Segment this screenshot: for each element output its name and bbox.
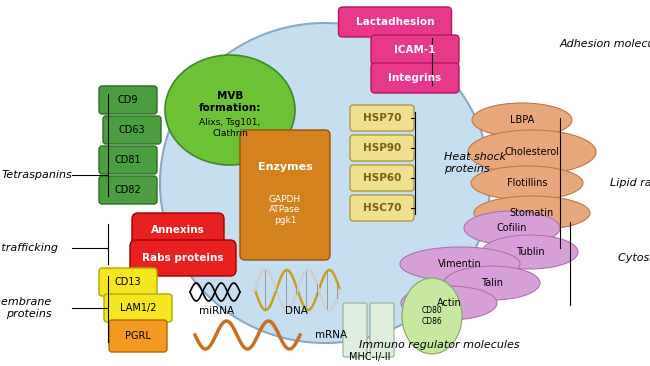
FancyBboxPatch shape xyxy=(99,146,157,174)
FancyBboxPatch shape xyxy=(370,303,394,357)
Text: mRNA: mRNA xyxy=(315,330,347,340)
Text: Adhesion molecules: Adhesion molecules xyxy=(560,39,650,49)
Text: Membrane trafficking: Membrane trafficking xyxy=(0,243,58,253)
FancyBboxPatch shape xyxy=(99,176,157,204)
Text: CD81: CD81 xyxy=(114,155,141,165)
Text: Cofilin: Cofilin xyxy=(497,223,527,233)
Text: CD82: CD82 xyxy=(114,185,142,195)
Text: MVB
formation:: MVB formation: xyxy=(199,91,261,113)
Text: MHC-I/-II: MHC-I/-II xyxy=(349,352,391,362)
Text: Heat shock
proteins: Heat shock proteins xyxy=(444,152,506,174)
Ellipse shape xyxy=(165,55,295,165)
FancyBboxPatch shape xyxy=(339,7,452,37)
Text: Annexins: Annexins xyxy=(151,225,205,235)
Text: Lactadhesion: Lactadhesion xyxy=(356,17,434,27)
Text: Stomatin: Stomatin xyxy=(510,208,554,218)
Ellipse shape xyxy=(160,23,490,343)
Ellipse shape xyxy=(471,166,583,200)
Text: DNA: DNA xyxy=(285,306,307,316)
Text: HSP90: HSP90 xyxy=(363,143,401,153)
Text: Cholesterol: Cholesterol xyxy=(504,147,560,157)
FancyBboxPatch shape xyxy=(350,195,414,221)
Text: Integrins: Integrins xyxy=(389,73,441,83)
Text: GAPDH
ATPase
pgk1: GAPDH ATPase pgk1 xyxy=(269,195,301,225)
FancyBboxPatch shape xyxy=(240,130,330,260)
Text: Enzymes: Enzymes xyxy=(257,162,313,172)
Text: Transmembrane
proteins: Transmembrane proteins xyxy=(0,297,52,319)
Ellipse shape xyxy=(401,286,497,320)
Text: Immuno regulator molecules: Immuno regulator molecules xyxy=(359,340,520,350)
FancyBboxPatch shape xyxy=(350,135,414,161)
Text: HSP70: HSP70 xyxy=(363,113,401,123)
Text: Flotillins: Flotillins xyxy=(507,178,547,188)
Text: HSC70: HSC70 xyxy=(363,203,401,213)
FancyBboxPatch shape xyxy=(371,63,459,93)
Text: Cytoskeletal proteins: Cytoskeletal proteins xyxy=(618,253,650,263)
Text: Tetraspanins: Tetraspanins xyxy=(1,170,72,180)
Text: CD63: CD63 xyxy=(119,125,146,135)
Text: ICAM-1: ICAM-1 xyxy=(395,45,436,55)
Ellipse shape xyxy=(468,130,596,174)
Ellipse shape xyxy=(472,103,572,137)
Text: miRNA: miRNA xyxy=(200,306,235,316)
Text: Alixs, Tsg101,
Clathrin: Alixs, Tsg101, Clathrin xyxy=(200,118,261,138)
Text: CD80
CD86: CD80 CD86 xyxy=(422,306,443,326)
Text: PGRL: PGRL xyxy=(125,331,151,341)
FancyBboxPatch shape xyxy=(130,240,236,276)
Text: Rabs proteins: Rabs proteins xyxy=(142,253,224,263)
Text: Talin: Talin xyxy=(481,278,503,288)
FancyBboxPatch shape xyxy=(99,268,157,296)
FancyBboxPatch shape xyxy=(104,294,172,322)
FancyBboxPatch shape xyxy=(132,213,224,247)
Text: LBPA: LBPA xyxy=(510,115,534,125)
Text: Tublin: Tublin xyxy=(515,247,544,257)
FancyBboxPatch shape xyxy=(350,165,414,191)
Ellipse shape xyxy=(482,235,578,269)
FancyBboxPatch shape xyxy=(371,35,459,65)
FancyBboxPatch shape xyxy=(109,320,167,352)
Text: Actin: Actin xyxy=(437,298,461,308)
FancyBboxPatch shape xyxy=(343,303,367,357)
Text: LAM1/2: LAM1/2 xyxy=(120,303,156,313)
Ellipse shape xyxy=(400,247,520,281)
Text: Vimentin: Vimentin xyxy=(438,259,482,269)
Text: HSP60: HSP60 xyxy=(363,173,401,183)
Text: CD9: CD9 xyxy=(118,95,138,105)
Text: Lipid rafts: Lipid rafts xyxy=(610,178,650,188)
Ellipse shape xyxy=(402,278,462,354)
Ellipse shape xyxy=(444,266,540,300)
Ellipse shape xyxy=(464,211,560,245)
FancyBboxPatch shape xyxy=(350,105,414,131)
Ellipse shape xyxy=(474,196,590,230)
FancyBboxPatch shape xyxy=(103,116,161,144)
Text: CD13: CD13 xyxy=(114,277,141,287)
FancyBboxPatch shape xyxy=(99,86,157,114)
